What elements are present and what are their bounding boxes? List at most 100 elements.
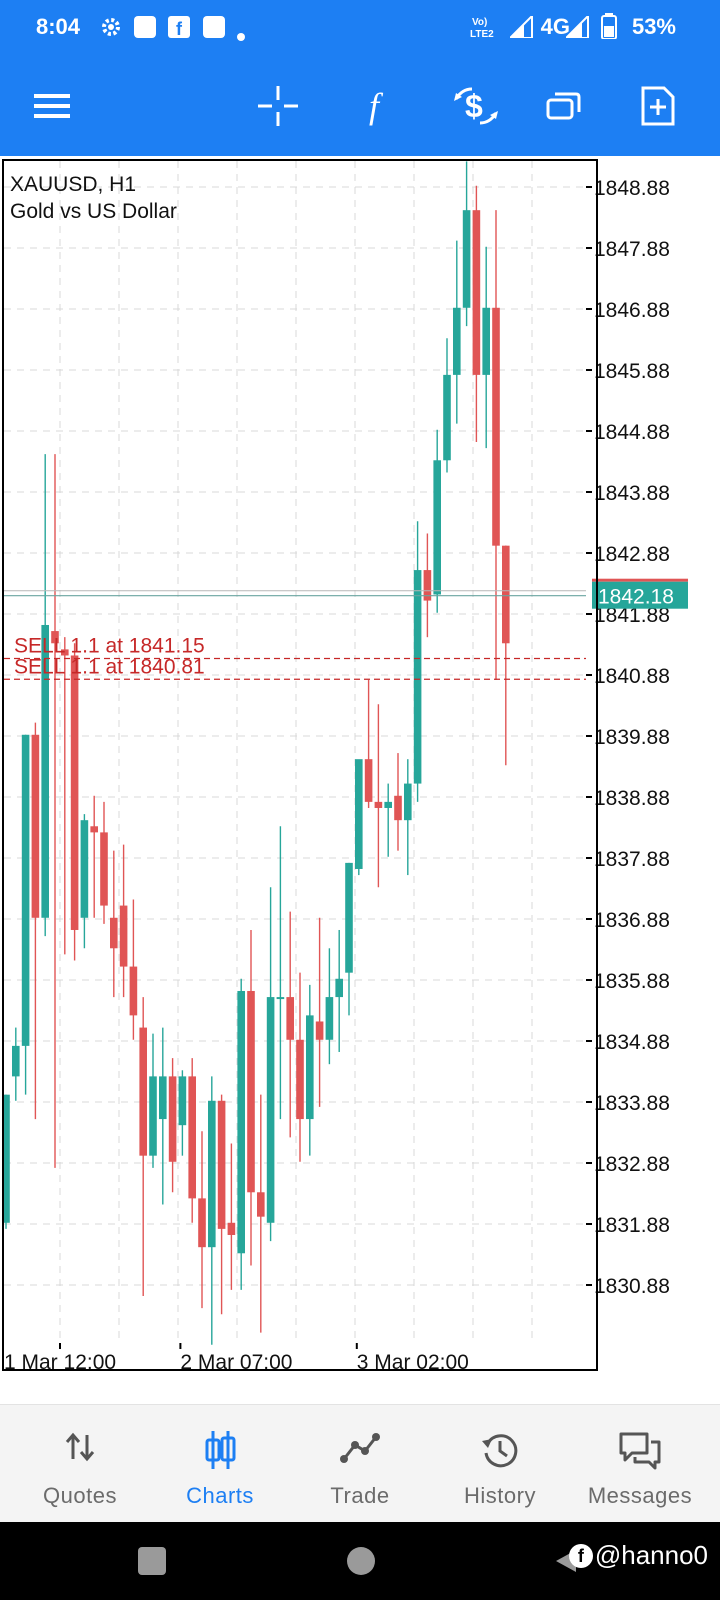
indicators-button[interactable]: f [350,78,410,138]
candle-body [159,1076,167,1120]
price-chart[interactable]: 1848.88 1847.88 1846.88 1845.88 1844.88 1843.… [2,159,720,1374]
candle-body [306,1015,314,1120]
new-order-icon [640,85,676,132]
status-time: 8:04 [36,14,81,39]
candle-body [12,1045,20,1077]
settings-icon [100,16,122,44]
candle-body [208,1100,216,1248]
candle-body [296,1039,304,1120]
network-type: 4G [540,14,570,39]
candle-body [149,1076,157,1156]
crosshair-icon [258,85,298,131]
candle-body [2,1094,10,1223]
svg-text:f: f [176,19,183,38]
menu-button[interactable] [22,78,82,138]
candle-body [413,570,422,784]
window-button[interactable] [534,78,594,138]
candle-body [237,990,245,1254]
nav-trade[interactable]: Trade [290,1405,430,1523]
chart-area[interactable]: 1848.88 1847.88 1846.88 1845.88 1844.88 1843.… [2,159,720,1374]
x-tick-label: 2 Mar 07:00 [180,1351,292,1374]
x-tick-label: 3 Mar 02:00 [357,1351,469,1374]
current-price-label: 1842.18 [598,586,674,609]
candle-body [462,210,471,308]
candle-body [90,826,98,833]
chart-title: XAUUSD, H1 Gold vs US Dollar [10,171,177,225]
candle-body [443,374,451,461]
candle-body [266,997,275,1223]
candle-body [335,978,343,998]
candle-body [70,655,79,930]
y-tick-label: 1837.88 [594,848,670,871]
trade-icon: $ [452,85,500,132]
nav-quotes[interactable]: Quotes [10,1405,150,1523]
candle-body [345,862,353,973]
candle-body [178,1076,187,1126]
candle-body [492,307,500,546]
price-tag [592,581,688,609]
svg-text:LTE2: LTE2 [470,29,494,40]
nav-messages-label: Messages [587,1483,693,1508]
new-order-button[interactable] [628,78,688,138]
facebook-icon: f [168,16,190,44]
candle-body [423,570,432,601]
y-tick-label: 1834.88 [594,1031,670,1054]
candle-body [325,997,334,1040]
candle-body [227,1222,236,1235]
nav-history[interactable]: History [430,1405,570,1523]
nav-charts[interactable]: Charts [150,1405,290,1523]
nav-messages[interactable]: Messages [570,1405,710,1523]
app-toolbar: f $ [0,60,720,156]
crosshair-button[interactable] [248,78,308,138]
chart-description: Gold vs US Dollar [10,200,177,223]
y-tick-label: 1844.88 [594,421,670,444]
window-icon [546,90,582,127]
y-tick-label: 1830.88 [594,1275,670,1298]
y-tick-label: 1836.88 [594,909,670,932]
candle-body [482,307,490,375]
chart-frame [2,159,598,1371]
candle-body [394,795,402,821]
candle-body [276,997,285,1000]
charts-icon [150,1431,290,1469]
svg-text:$: $ [465,88,483,124]
y-tick-label: 1839.88 [594,726,670,749]
y-tick-label: 1843.88 [594,482,670,505]
candle-body [188,1076,196,1199]
y-tick-label: 1848.88 [594,177,670,200]
recents-button[interactable] [138,1547,166,1575]
indicators-icon: f [365,86,395,131]
candle-body [80,820,89,918]
nav-quotes-label: Quotes [43,1483,117,1508]
y-tick-label: 1833.88 [594,1092,670,1115]
candle-body [472,210,481,375]
history-icon [430,1431,570,1468]
battery-icon [601,13,617,45]
nav-history-label: History [464,1483,536,1508]
y-tick-label: 1832.88 [594,1153,670,1176]
candle-body [61,649,69,656]
app-notification-icon [134,16,156,44]
y-tick-label: 1831.88 [594,1214,670,1237]
y-tick-label: 1847.88 [594,238,670,261]
menu-icon [34,92,70,125]
candle-body [198,1198,206,1248]
trade-button[interactable]: $ [446,78,506,138]
battery-level: 53% [631,14,676,39]
candle-body [31,734,40,918]
candle-body [51,631,59,644]
candle-body [168,1076,177,1162]
quotes-icon [10,1431,150,1467]
candle-body [286,997,294,1040]
candle-body [119,905,128,967]
candle-body [110,917,118,949]
x-tick-label: 1 Mar 12:00 [4,1351,116,1374]
candle-body [364,759,373,802]
status-bar: 8:04 f Vo) LTE2 4G 53% [0,0,720,56]
signal-icon [507,13,534,44]
messages-icon [570,1431,710,1470]
home-button[interactable] [347,1547,375,1575]
volte-icon: Vo) LTE2 [470,14,502,46]
candle-body [374,801,383,808]
bottom-navigation: Quotes Charts Trade History Messages [0,1404,720,1523]
